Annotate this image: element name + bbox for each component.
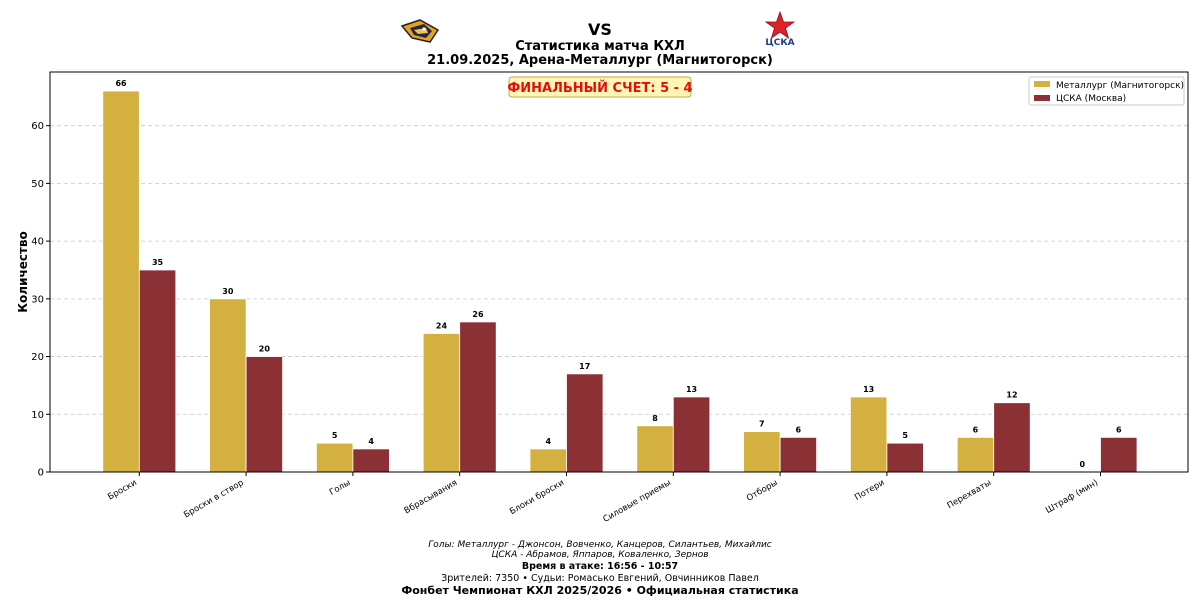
bar-home xyxy=(743,431,781,473)
goals-home: Голы: Металлург - Джонсон, Вовченко, Кан… xyxy=(428,540,772,550)
bar-away xyxy=(1100,436,1138,473)
y-tick-label: 50 xyxy=(31,179,44,190)
attack-time: Время в атаке: 16:56 - 10:57 xyxy=(521,561,679,572)
value-label: 13 xyxy=(863,385,874,394)
value-label: 26 xyxy=(472,310,484,319)
match-info: 21.09.2025, Арена-Металлург (Магнитогорс… xyxy=(427,53,773,68)
value-label: 7 xyxy=(759,420,765,429)
x-tick-label: Силовые приемы xyxy=(601,478,672,525)
bar-home xyxy=(636,425,674,473)
y-tick-label: 40 xyxy=(31,237,44,248)
x-tick-label: Голы xyxy=(328,478,353,498)
value-label: 0 xyxy=(1079,460,1085,469)
value-label: 66 xyxy=(115,79,127,88)
y-tick-label: 60 xyxy=(31,121,44,132)
bar-home xyxy=(102,90,140,473)
attendance-referees: Зрителей: 7350 • Судьи: Ромасько Евгений… xyxy=(441,573,759,584)
value-label: 24 xyxy=(436,321,448,330)
goals-away: ЦСКА - Абрамов, Яппаров, Коваленко, Зерн… xyxy=(491,550,709,560)
bar-away xyxy=(245,356,284,473)
final-score-text: ФИНАЛЬНЫЙ СЧЕТ: 5 - 4 xyxy=(507,80,692,96)
y-axis-label: Количество xyxy=(16,231,30,313)
vs-label: VS xyxy=(588,20,612,39)
chart-subtitle: Статистика матча КХЛ xyxy=(515,39,685,54)
value-label: 4 xyxy=(545,437,551,446)
legend-swatch-home xyxy=(1034,81,1050,87)
value-label: 12 xyxy=(1006,391,1017,400)
value-label: 30 xyxy=(222,287,234,296)
bars xyxy=(102,90,1138,473)
value-label: 4 xyxy=(368,437,374,446)
value-label: 6 xyxy=(1116,425,1122,434)
x-tick-label: Перехваты xyxy=(946,478,994,511)
final-score-box: ФИНАЛЬНЫЙ СЧЕТ: 5 - 4 xyxy=(507,76,693,98)
plot-frame xyxy=(49,71,1189,473)
value-label: 17 xyxy=(579,362,590,371)
x-tick-label: Вбрасывания xyxy=(403,478,460,516)
x-tick-label: Броски xyxy=(106,478,139,503)
x-tick-label: Блоки броски xyxy=(508,478,566,517)
x-tick-label: Потери xyxy=(853,478,886,503)
bar-away xyxy=(138,269,177,473)
value-labels: 66 35 30 20 5 4 24 26 4 17 8 13 7 6 13 5 6 12 0 6 xyxy=(115,79,1121,469)
value-label: 6 xyxy=(973,425,979,434)
y-tick-label: 0 xyxy=(38,468,44,479)
bar-away xyxy=(672,396,711,473)
y-tick-label: 20 xyxy=(31,352,44,363)
metallurg-logo xyxy=(400,19,440,43)
bar-home xyxy=(529,448,567,473)
value-label: 13 xyxy=(686,385,697,394)
bar-away xyxy=(993,402,1031,473)
bar-home xyxy=(315,442,354,473)
bar-away xyxy=(779,436,817,473)
bar-away xyxy=(566,373,604,473)
value-label: 5 xyxy=(332,431,338,440)
cska-logo: ЦСКА xyxy=(764,10,796,48)
bar-away xyxy=(459,321,497,473)
y-tick-label: 10 xyxy=(31,410,44,421)
legend-label-home: Металлург (Магнитогорск) xyxy=(1056,81,1184,91)
bar-away xyxy=(352,448,390,473)
legend-label-away: ЦСКА (Москва) xyxy=(1056,94,1126,104)
x-tick-label: Броски в створ xyxy=(182,478,245,520)
bar-home xyxy=(209,298,247,473)
bar-home xyxy=(850,396,888,473)
x-tick-label: Штраф (мин) xyxy=(1044,478,1100,516)
value-label: 35 xyxy=(152,258,164,267)
axes xyxy=(46,71,1189,476)
value-label: 8 xyxy=(652,414,658,423)
value-label: 5 xyxy=(902,431,908,440)
bar-home xyxy=(422,333,461,473)
legend-swatch-away xyxy=(1034,95,1050,101)
x-tick-label: Отборы xyxy=(745,478,780,504)
value-label: 20 xyxy=(259,345,271,354)
league-caption: Фонбет Чемпионат КХЛ 2025/2026 • Официал… xyxy=(401,584,799,597)
legend: Металлург (Магнитогорск) ЦСКА (Москва) xyxy=(1028,76,1185,106)
y-tick-label: 30 xyxy=(31,294,44,305)
value-label: 6 xyxy=(796,425,802,434)
bar-away xyxy=(886,442,924,473)
cska-logo-text: ЦСКА xyxy=(765,38,794,48)
bar-home xyxy=(956,436,995,473)
